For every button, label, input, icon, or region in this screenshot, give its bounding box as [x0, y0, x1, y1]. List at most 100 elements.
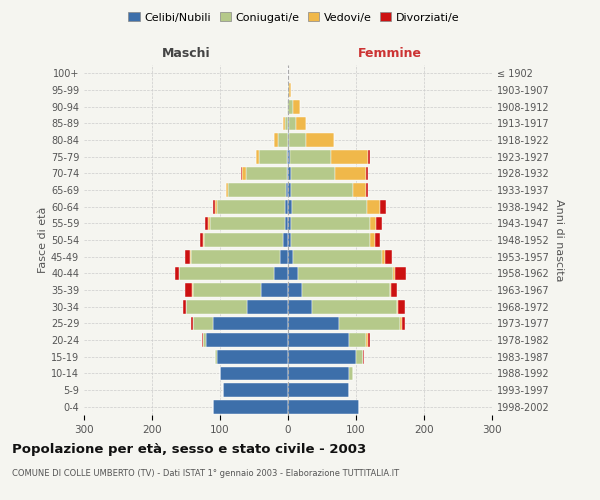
Bar — [370, 233, 375, 247]
Bar — [213, 316, 288, 330]
Bar — [185, 250, 190, 264]
Bar — [193, 316, 213, 330]
Bar — [349, 366, 353, 380]
Bar — [278, 133, 288, 147]
Bar — [213, 400, 288, 413]
Bar — [292, 183, 353, 197]
Bar — [390, 283, 391, 297]
Bar — [288, 200, 292, 213]
Bar — [288, 383, 349, 397]
Bar — [288, 333, 349, 347]
Bar — [203, 233, 205, 247]
Bar — [213, 200, 215, 213]
Bar — [288, 216, 292, 230]
Bar — [287, 166, 288, 180]
Bar — [394, 266, 395, 280]
Bar — [220, 366, 288, 380]
Bar — [400, 316, 401, 330]
Bar — [380, 200, 386, 213]
Bar — [291, 166, 335, 180]
Bar — [175, 266, 179, 280]
Bar — [179, 266, 274, 280]
Bar — [261, 283, 288, 297]
Bar — [370, 216, 376, 230]
Bar — [246, 166, 287, 180]
Legend: Celibi/Nubili, Coniugati/e, Vedovi/e, Divorziati/e: Celibi/Nubili, Coniugati/e, Vedovi/e, Di… — [124, 8, 464, 27]
Bar — [283, 116, 284, 130]
Bar — [353, 183, 366, 197]
Bar — [401, 316, 405, 330]
Bar — [363, 350, 364, 364]
Bar — [241, 166, 242, 180]
Bar — [312, 300, 397, 314]
Bar — [288, 266, 298, 280]
Bar — [191, 316, 193, 330]
Bar — [284, 116, 288, 130]
Bar — [215, 200, 217, 213]
Bar — [382, 250, 385, 264]
Bar — [288, 400, 359, 413]
Bar — [274, 266, 288, 280]
Bar — [292, 233, 370, 247]
Text: Maschi: Maschi — [161, 47, 211, 60]
Bar — [298, 266, 394, 280]
Bar — [193, 283, 261, 297]
Bar — [398, 300, 405, 314]
Text: Popolazione per età, sesso e stato civile - 2003: Popolazione per età, sesso e stato civil… — [12, 442, 366, 456]
Bar — [366, 183, 368, 197]
Bar — [288, 300, 312, 314]
Bar — [286, 183, 288, 197]
Bar — [247, 300, 288, 314]
Bar — [356, 350, 363, 364]
Bar — [202, 333, 203, 347]
Bar — [228, 183, 286, 197]
Bar — [287, 100, 288, 114]
Bar — [368, 150, 370, 164]
Bar — [376, 216, 382, 230]
Bar — [289, 116, 296, 130]
Bar — [288, 250, 293, 264]
Bar — [368, 333, 370, 347]
Bar — [365, 166, 368, 180]
Bar — [191, 250, 280, 264]
Bar — [290, 150, 331, 164]
Text: Femmine: Femmine — [358, 47, 422, 60]
Bar — [259, 150, 287, 164]
Bar — [192, 283, 193, 297]
Bar — [293, 250, 382, 264]
Bar — [288, 116, 289, 130]
Bar — [215, 350, 217, 364]
Bar — [288, 166, 291, 180]
Bar — [280, 250, 288, 264]
Bar — [242, 166, 246, 180]
Bar — [205, 233, 283, 247]
Bar — [185, 283, 192, 297]
Bar — [375, 233, 380, 247]
Bar — [285, 200, 288, 213]
Bar — [302, 283, 390, 297]
Bar — [339, 316, 400, 330]
Bar — [335, 166, 365, 180]
Bar — [288, 283, 302, 297]
Bar — [288, 133, 289, 147]
Bar — [287, 150, 288, 164]
Bar — [307, 133, 334, 147]
Bar — [217, 350, 288, 364]
Bar — [203, 333, 206, 347]
Bar — [288, 150, 290, 164]
Bar — [288, 183, 292, 197]
Bar — [288, 316, 339, 330]
Bar — [288, 233, 292, 247]
Bar — [206, 333, 288, 347]
Bar — [186, 300, 247, 314]
Bar — [366, 333, 368, 347]
Bar — [292, 200, 367, 213]
Bar — [226, 183, 228, 197]
Bar — [385, 250, 392, 264]
Bar — [292, 216, 370, 230]
Bar — [296, 116, 307, 130]
Bar — [200, 233, 203, 247]
Bar — [223, 383, 288, 397]
Bar — [395, 266, 406, 280]
Bar — [190, 250, 191, 264]
